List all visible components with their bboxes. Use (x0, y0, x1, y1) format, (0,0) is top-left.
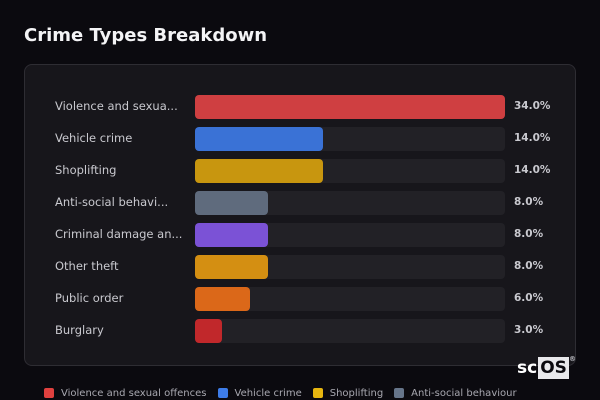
chart-row: Burglary 3.0% (25, 319, 575, 343)
row-label: Violence and sexua... (55, 99, 178, 113)
bar-track (195, 191, 505, 215)
row-value: 8.0% (514, 228, 544, 240)
legend-label: Violence and sexual offences (61, 387, 207, 399)
chart-row: Vehicle crime 14.0% (25, 127, 575, 151)
chart-row: Shoplifting 14.0% (25, 159, 575, 183)
logo-text-os: OS (538, 357, 569, 379)
bar-fill[interactable] (195, 191, 268, 215)
legend-swatch-icon (394, 388, 405, 398)
bar-track (195, 287, 505, 311)
row-label: Shoplifting (55, 163, 117, 177)
row-label: Public order (55, 291, 124, 305)
bar-track (195, 255, 505, 279)
legend-label: Shoplifting (329, 387, 384, 399)
row-label: Vehicle crime (55, 131, 133, 145)
row-value: 34.0% (514, 100, 551, 112)
row-value: 14.0% (514, 164, 551, 176)
legend-item[interactable]: Violence and sexual offences (44, 388, 207, 399)
legend-label: Vehicle crime (234, 387, 302, 399)
bar-fill[interactable] (195, 287, 250, 311)
chart-row: Public order 6.0% (25, 287, 575, 311)
row-value: 6.0% (514, 292, 544, 304)
row-label: Anti-social behavi... (55, 195, 169, 209)
legend-swatch-icon (312, 388, 323, 398)
logo-text-sc: sc (517, 358, 538, 378)
bar-track (195, 95, 505, 119)
bar-fill[interactable] (195, 95, 505, 119)
bar-fill[interactable] (195, 127, 323, 151)
row-value: 8.0% (514, 196, 544, 208)
bar-track (195, 319, 505, 343)
bar-fill[interactable] (195, 319, 223, 343)
bar-track (195, 127, 505, 151)
legend-item[interactable]: Anti-social behaviour (394, 387, 517, 399)
bar-track (195, 159, 505, 183)
chart-row: Anti-social behavi... 8.0% (25, 191, 575, 215)
scos-logo: sc OS ® (517, 355, 576, 379)
chart-row: Other theft 8.0% (25, 255, 575, 279)
chart-row: Violence and sexua... 34.0% (25, 95, 575, 119)
legend-item[interactable]: Shoplifting (312, 387, 384, 399)
legend-swatch-icon (217, 388, 228, 398)
legend-swatch-icon (44, 388, 54, 398)
row-value: 3.0% (514, 324, 544, 336)
chart-legend: Violence and sexual offences Vehicle crim… (44, 386, 528, 400)
bar-fill[interactable] (195, 159, 323, 183)
row-label: Criminal damage an... (55, 227, 183, 241)
row-value: 8.0% (514, 260, 544, 272)
row-label: Burglary (55, 323, 104, 337)
bar-fill[interactable] (195, 223, 268, 247)
chart-row: Criminal damage an... 8.0% (25, 223, 575, 247)
row-label: Other theft (55, 259, 119, 273)
legend-item[interactable]: Vehicle crime (217, 387, 302, 399)
row-value: 14.0% (514, 132, 551, 144)
registered-mark-icon: ® (569, 355, 576, 363)
chart-title: Crime Types Breakdown (24, 25, 268, 46)
chart-card: Violence and sexua... 34.0% Vehicle crime 1… (24, 64, 576, 366)
bar-track (195, 223, 505, 247)
bar-fill[interactable] (195, 255, 268, 279)
legend-label: Anti-social behaviour (411, 387, 517, 399)
